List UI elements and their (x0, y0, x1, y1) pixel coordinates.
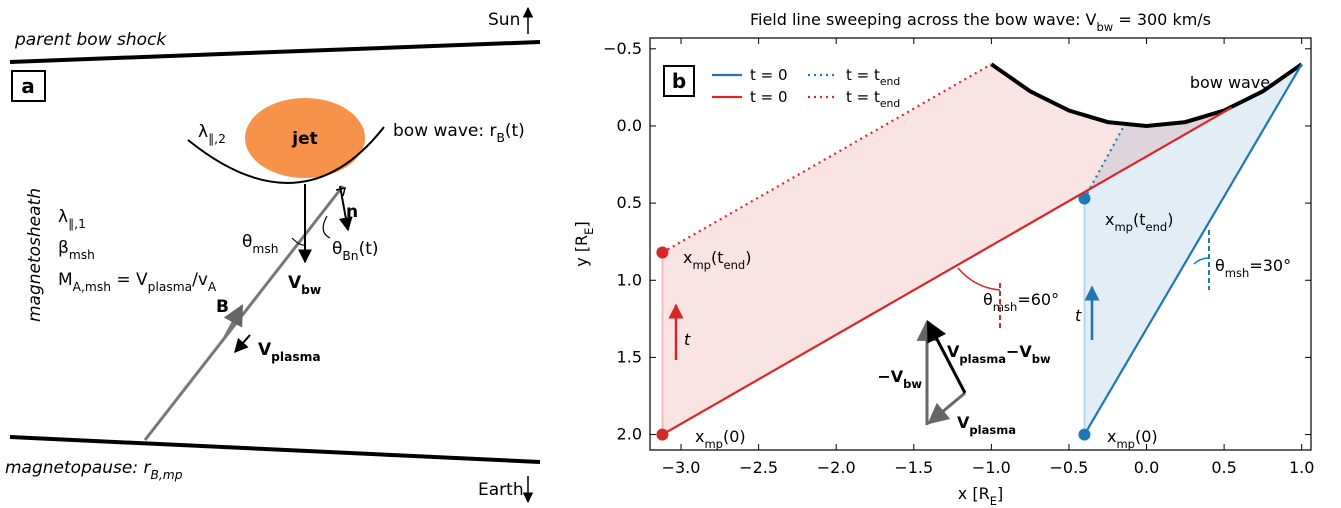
x-tick-label: −2.5 (739, 458, 778, 477)
label: λ∥,1 (58, 207, 86, 231)
annotation: xmp(0) (695, 427, 746, 451)
legend-label: t = tend (846, 88, 900, 110)
label: jet (291, 129, 317, 149)
bow-wave (990, 62, 1303, 128)
arrow (223, 304, 244, 338)
bow-wave-label: bow wave (1190, 73, 1270, 92)
legend-label: t = 0 (750, 66, 788, 84)
legend-label: t = tend (846, 66, 900, 88)
panel-a: parent bow shock Sun a jet bow wave: rB(… (5, 6, 541, 504)
label: βmsh (58, 238, 95, 262)
point (1078, 428, 1091, 441)
annotation: Vplasma (957, 413, 1016, 437)
x-tick-label: 0.5 (1211, 458, 1236, 477)
angle-arc (957, 267, 1001, 291)
series-line (661, 106, 1233, 436)
magnetopause-line (9, 435, 541, 464)
angle-arc (291, 237, 306, 246)
panel-label-box (663, 65, 695, 97)
point (656, 428, 669, 441)
angle-arc (1193, 257, 1210, 265)
annotation: xmp(tend) (683, 248, 751, 272)
x-axis-label: x [RE] (958, 484, 1003, 508)
arrow (234, 334, 251, 354)
annotation: xmp(0) (1107, 427, 1158, 451)
x-tick-label: −0.5 (1050, 458, 1089, 477)
y-tick-label: 1.5 (617, 347, 642, 366)
annotation: t (1075, 306, 1082, 325)
field-line (143, 185, 345, 441)
bow-wave (187, 126, 385, 184)
arrow (927, 391, 966, 425)
point (1078, 192, 1091, 205)
x-tick-label: −1.0 (972, 458, 1011, 477)
label: λ∥,2 (198, 122, 226, 146)
series-line (1083, 63, 1303, 436)
label: B (216, 297, 229, 317)
panel-label: a (21, 74, 35, 98)
y-tick-label: −0.5 (603, 38, 642, 57)
label: Vbw (288, 273, 321, 297)
label: MA,msh = Vplasma/vA (58, 270, 217, 294)
y-tick-label: 1.0 (617, 270, 642, 289)
right-angle (335, 187, 347, 197)
label: magnetosheath (25, 188, 45, 322)
arrow (338, 185, 353, 232)
y-tick-label: 0.5 (617, 193, 642, 212)
annotation: Vplasma−Vbw (947, 342, 1051, 366)
label: n (346, 202, 358, 222)
chart-title: Field line sweeping across the bow wave:… (750, 10, 1211, 34)
x-tick-label: −3.0 (662, 458, 701, 477)
annotation: xmp(tend) (1105, 210, 1173, 234)
legend-label: t = 0 (750, 88, 788, 106)
parent-bow-shock-line (9, 40, 541, 64)
series-line (1083, 123, 1126, 200)
annotation: t (684, 330, 691, 349)
y-tick-label: 2.0 (617, 424, 642, 443)
x-tick-label: 0.0 (1134, 458, 1159, 477)
label: bow wave: rB(t) (393, 121, 525, 145)
shaded-region (662, 64, 1232, 435)
label: Sun (488, 10, 520, 30)
label: magnetopause: rB,mp (5, 458, 183, 482)
label: θmsh (242, 232, 278, 256)
x-tick-label: −2.0 (817, 458, 856, 477)
annotation: θmsh=30° (1215, 256, 1291, 280)
annotation: θmsh=60° (983, 290, 1059, 314)
annotation: −Vbw (877, 367, 922, 391)
point (656, 246, 669, 259)
plot-frame (649, 37, 1312, 451)
label: Earth (478, 480, 524, 500)
vector-triangle: b (663, 65, 1210, 425)
y-axis-label: y [RE] (572, 221, 596, 266)
panel-label-box (11, 70, 46, 102)
y-tick-label: 0.0 (617, 115, 642, 134)
panel-label: b (672, 69, 686, 93)
label: θBn(t) (332, 239, 379, 263)
label: parent bow shock (14, 30, 167, 50)
x-tick-label: 1.0 (1289, 458, 1314, 477)
jet (245, 98, 365, 178)
label: Vplasma (258, 340, 321, 364)
x-tick-label: −1.5 (894, 458, 933, 477)
arrow (926, 320, 967, 394)
angle-arc (322, 215, 331, 239)
